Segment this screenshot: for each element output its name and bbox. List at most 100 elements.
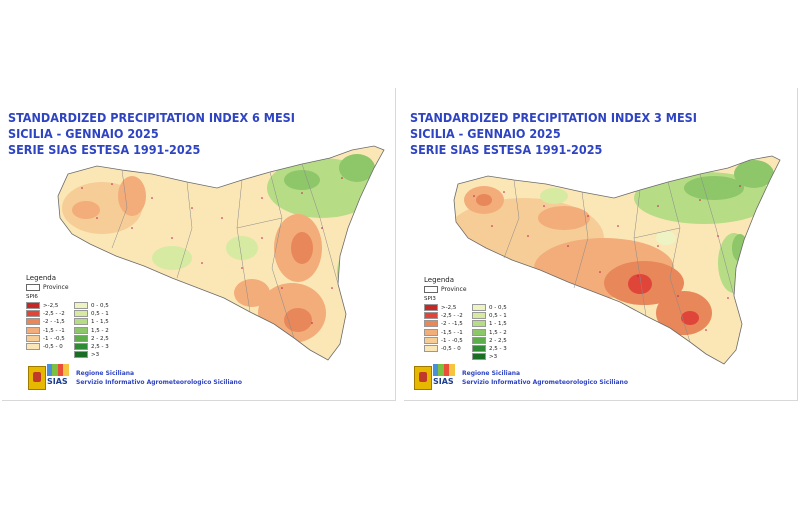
legend-item: 1,5 - 2 xyxy=(472,328,507,336)
legend-label: 0 - 0,5 xyxy=(91,303,109,309)
legend-label: 2 - 2,5 xyxy=(91,335,109,342)
legend-item: -2,5 - -2 xyxy=(26,310,65,318)
legend-swatch xyxy=(74,334,88,342)
legend-swatch xyxy=(26,318,40,326)
legend-swatch xyxy=(472,328,486,336)
legend-item: 0 - 0,5 xyxy=(472,304,507,311)
legend-swatch xyxy=(26,326,40,334)
legend-item: 1 - 1,5 xyxy=(472,320,507,328)
legend-item: -2 - -1,5 xyxy=(424,320,463,328)
legend-swatch xyxy=(26,302,40,309)
legend-title: Legenda xyxy=(424,276,455,284)
legend-label: 1,5 - 2 xyxy=(489,329,507,336)
legend-label: -1 - -0,5 xyxy=(441,337,463,344)
title-line-3: SERIE SIAS ESTESA 1991-2025 xyxy=(8,142,201,157)
sias-logo-icon: SIAS xyxy=(433,364,455,390)
regione-siciliana-emblem-icon xyxy=(28,366,46,390)
spi3-map-panel: STANDARDIZED PRECIPITATION INDEX 3 MESI … xyxy=(404,88,798,401)
title-line-1: STANDARDIZED PRECIPITATION INDEX 3 MESI xyxy=(410,110,697,125)
legend-label: -0,5 - 0 xyxy=(441,346,461,352)
map-title: STANDARDIZED PRECIPITATION INDEX 6 MESI … xyxy=(8,110,295,158)
legend-swatch xyxy=(424,345,438,352)
legend-label: 1 - 1,5 xyxy=(489,321,507,328)
legend-label: 1,5 - 2 xyxy=(91,327,109,334)
legend-label: >3 xyxy=(489,354,498,361)
legend-label: 2,5 - 3 xyxy=(91,344,109,350)
legend-swatch xyxy=(74,310,88,318)
legend-swatch xyxy=(74,343,88,350)
legend-swatch xyxy=(424,328,438,336)
legend-label: -1,5 - -1 xyxy=(441,329,463,336)
legend-index-code: SPI3 xyxy=(424,296,436,302)
legend-item: >-2,5 xyxy=(424,304,456,311)
legend-label: -1,5 - -1 xyxy=(43,327,65,334)
legend-label: -1 - -0,5 xyxy=(43,335,65,342)
legend-label: 2,5 - 3 xyxy=(489,346,507,352)
legend-label: -2 - -1,5 xyxy=(43,319,65,326)
legend-label: >3 xyxy=(91,352,100,359)
org-line-1: Regione Siciliana xyxy=(462,370,521,377)
legend-swatch xyxy=(424,304,438,311)
footer: SIAS Regione Siciliana Servizio Informat… xyxy=(414,364,674,392)
legend-item: 2 - 2,5 xyxy=(74,334,109,342)
province-label: Province xyxy=(43,284,69,291)
legend-item: -1,5 - -1 xyxy=(424,328,463,336)
logo-text: SIAS xyxy=(433,377,454,386)
legend-item: 0,5 - 1 xyxy=(472,312,507,320)
title-line-3: SERIE SIAS ESTESA 1991-2025 xyxy=(410,142,603,157)
legend-item: -2 - -1,5 xyxy=(26,318,65,326)
legend-swatch xyxy=(74,326,88,334)
title-line-1: STANDARDIZED PRECIPITATION INDEX 6 MESI xyxy=(8,110,295,125)
legend-item: >3 xyxy=(74,351,100,359)
legend-item: 2,5 - 3 xyxy=(74,343,109,350)
legend-swatch xyxy=(26,334,40,342)
province-swatch xyxy=(26,284,40,291)
legend-item: -1,5 - -1 xyxy=(26,326,65,334)
legend-label: -2 - -1,5 xyxy=(441,321,463,328)
legend-item: 1,5 - 2 xyxy=(74,326,109,334)
legend-item: 0 - 0,5 xyxy=(74,302,109,309)
legend-label: 0,5 - 1 xyxy=(489,313,507,320)
logo-text: SIAS xyxy=(47,377,68,386)
legend-label: 0,5 - 1 xyxy=(91,311,109,318)
legend-swatch xyxy=(472,320,486,328)
legend-swatch xyxy=(472,304,486,311)
legend-swatch xyxy=(472,336,486,344)
org-line-2: Servizio Informativo Agrometeorologico S… xyxy=(76,379,242,386)
legend-swatch xyxy=(424,320,438,328)
legend-label: -2,5 - -2 xyxy=(441,313,463,320)
legend-swatch xyxy=(26,310,40,318)
footer: SIAS Regione Siciliana Servizio Informat… xyxy=(28,364,288,392)
legend-label: -2,5 - -2 xyxy=(43,311,65,318)
legend-item: -0,5 - 0 xyxy=(424,345,461,352)
sias-logo-icon: SIAS xyxy=(47,364,69,390)
legend-item: -1 - -0,5 xyxy=(26,334,65,342)
legend-item: -2,5 - -2 xyxy=(424,312,463,320)
legend-item: 0,5 - 1 xyxy=(74,310,109,318)
legend-swatch xyxy=(74,351,88,359)
legend-item: -0,5 - 0 xyxy=(26,343,63,350)
org-line-1: Regione Siciliana xyxy=(76,370,135,377)
organization: Regione Siciliana Servizio Informativo A… xyxy=(76,369,242,387)
organization: Regione Siciliana Servizio Informativo A… xyxy=(462,369,628,387)
legend-swatch xyxy=(74,318,88,326)
legend: Legenda Province SPI3 >-2,5 -2,5 - -2 -2 -… xyxy=(424,276,554,362)
legend-label: >-2,5 xyxy=(43,303,59,309)
legend-item: -1 - -0,5 xyxy=(424,336,463,344)
legend-swatch xyxy=(472,312,486,320)
sicily-spi6-map xyxy=(57,145,385,361)
legend-label: 0 - 0,5 xyxy=(489,305,507,311)
legend-swatch xyxy=(472,345,486,352)
spi6-map-panel: STANDARDIZED PRECIPITATION INDEX 6 MESI … xyxy=(2,88,396,401)
title-line-2: SICILIA - GENNAIO 2025 xyxy=(8,126,159,141)
province-label: Province xyxy=(441,286,467,293)
legend-swatch xyxy=(472,353,486,361)
map-title: STANDARDIZED PRECIPITATION INDEX 3 MESI … xyxy=(410,110,697,158)
legend-item: 1 - 1,5 xyxy=(74,318,109,326)
legend-item: >3 xyxy=(472,353,498,361)
legend-province: Province xyxy=(424,286,467,293)
legend-title: Legenda xyxy=(26,274,57,282)
regione-siciliana-emblem-icon xyxy=(414,366,432,390)
legend-label: 1 - 1,5 xyxy=(91,319,109,326)
legend-label: >-2,5 xyxy=(441,305,457,311)
